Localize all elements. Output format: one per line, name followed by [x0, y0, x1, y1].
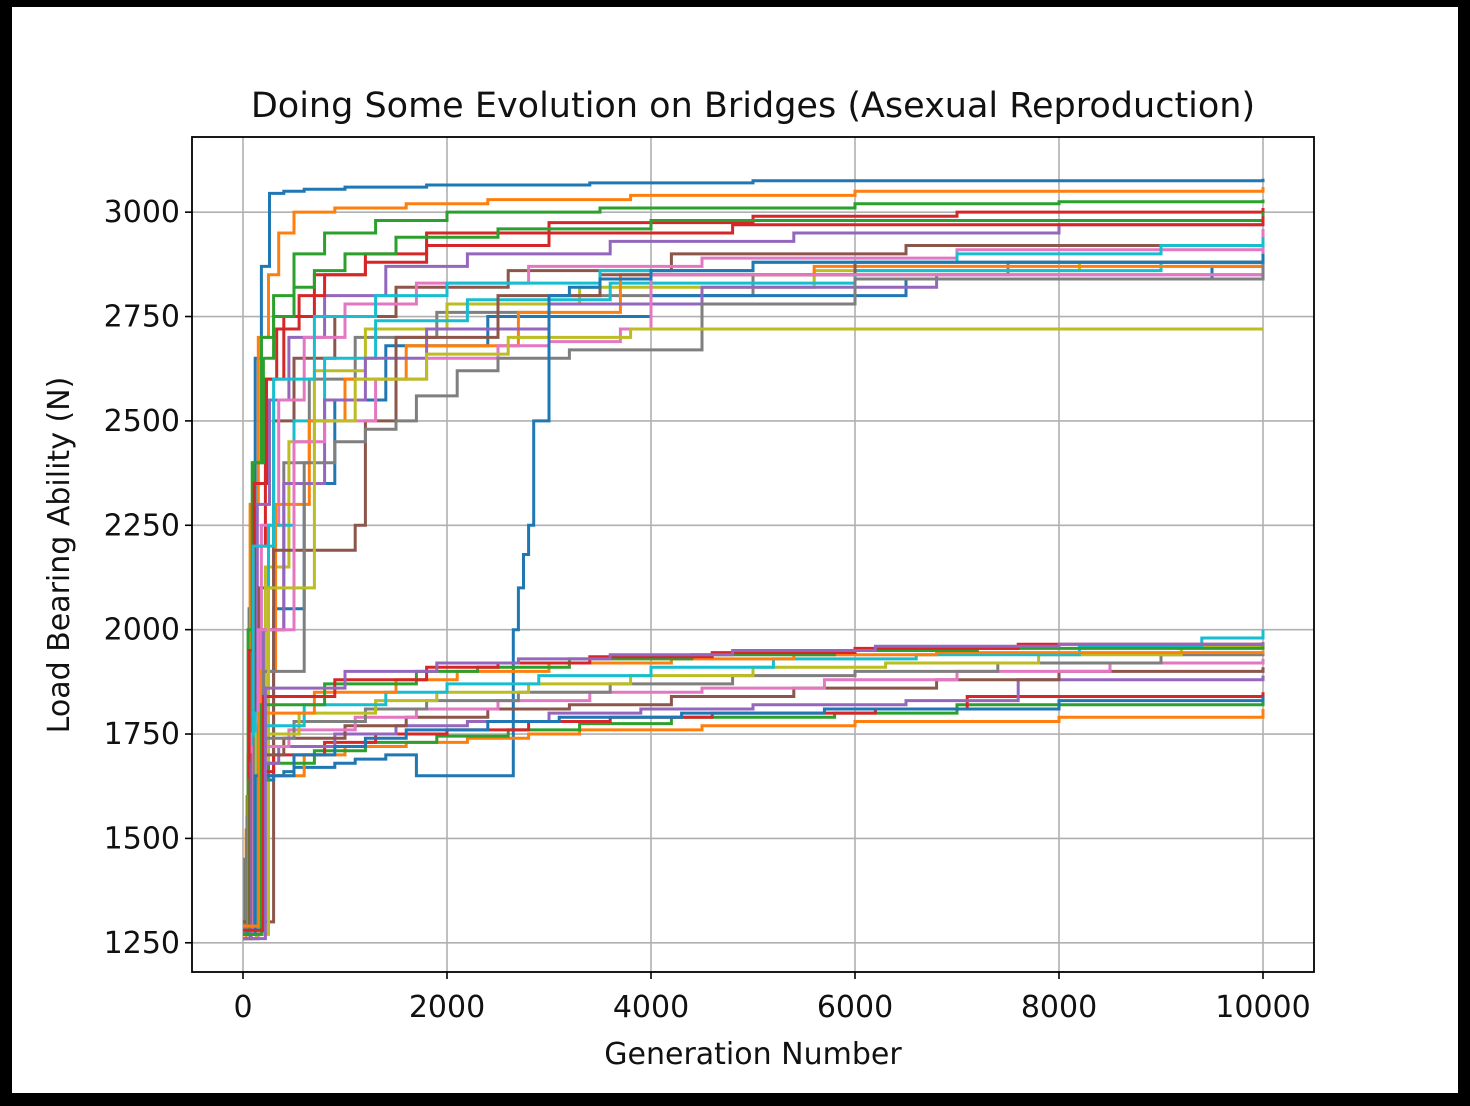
- series-line: [243, 642, 1265, 941]
- series-line: [243, 696, 1265, 936]
- series-line: [243, 327, 1263, 936]
- y-tick-label: 2500: [104, 404, 180, 439]
- series-line: [243, 241, 1265, 928]
- x-axis-title: Generation Number: [604, 1037, 902, 1072]
- y-tick-label: 2000: [104, 613, 180, 648]
- x-tick-label: 2000: [409, 990, 485, 1025]
- x-tick-label: 6000: [817, 990, 893, 1025]
- y-tick-label: 1250: [104, 926, 180, 961]
- y-tick-label: 2750: [104, 300, 180, 335]
- axis-ticks: 0 2000 4000 6000 8000 10000 1250 1500 1750 2000 22…: [104, 195, 1311, 1025]
- x-tick-label: 10000: [1215, 990, 1310, 1025]
- series-line: [243, 237, 1265, 932]
- x-tick-label: 8000: [1021, 990, 1097, 1025]
- series-line: [243, 262, 1265, 928]
- y-axis-title: Load Bearing Ability (N): [42, 377, 77, 734]
- series-line: [243, 642, 1265, 932]
- y-tick-label: 1750: [104, 717, 180, 752]
- series-lines: [243, 178, 1265, 941]
- chart-title: Doing Some Evolution on Bridges (Asexual…: [251, 86, 1255, 126]
- y-tick-label: 3000: [104, 195, 180, 230]
- y-tick-label: 1500: [104, 821, 180, 856]
- series-line: [243, 187, 1265, 941]
- plot-frame: [191, 136, 1315, 973]
- series-line: [243, 642, 1265, 941]
- x-tick-label: 0: [233, 990, 252, 1025]
- x-tick-label: 4000: [613, 990, 689, 1025]
- figure-canvas: 0 2000 4000 6000 8000 10000 1250 1500 1750 2000 22…: [12, 7, 1458, 1093]
- line-chart: 0 2000 4000 6000 8000 10000 1250 1500 1750 2000 22…: [42, 86, 1315, 1072]
- series-line: [243, 216, 1265, 928]
- series-line: [243, 650, 1265, 928]
- series-line: [243, 646, 1265, 936]
- y-tick-label: 2250: [104, 508, 180, 543]
- series-line: [243, 667, 1265, 932]
